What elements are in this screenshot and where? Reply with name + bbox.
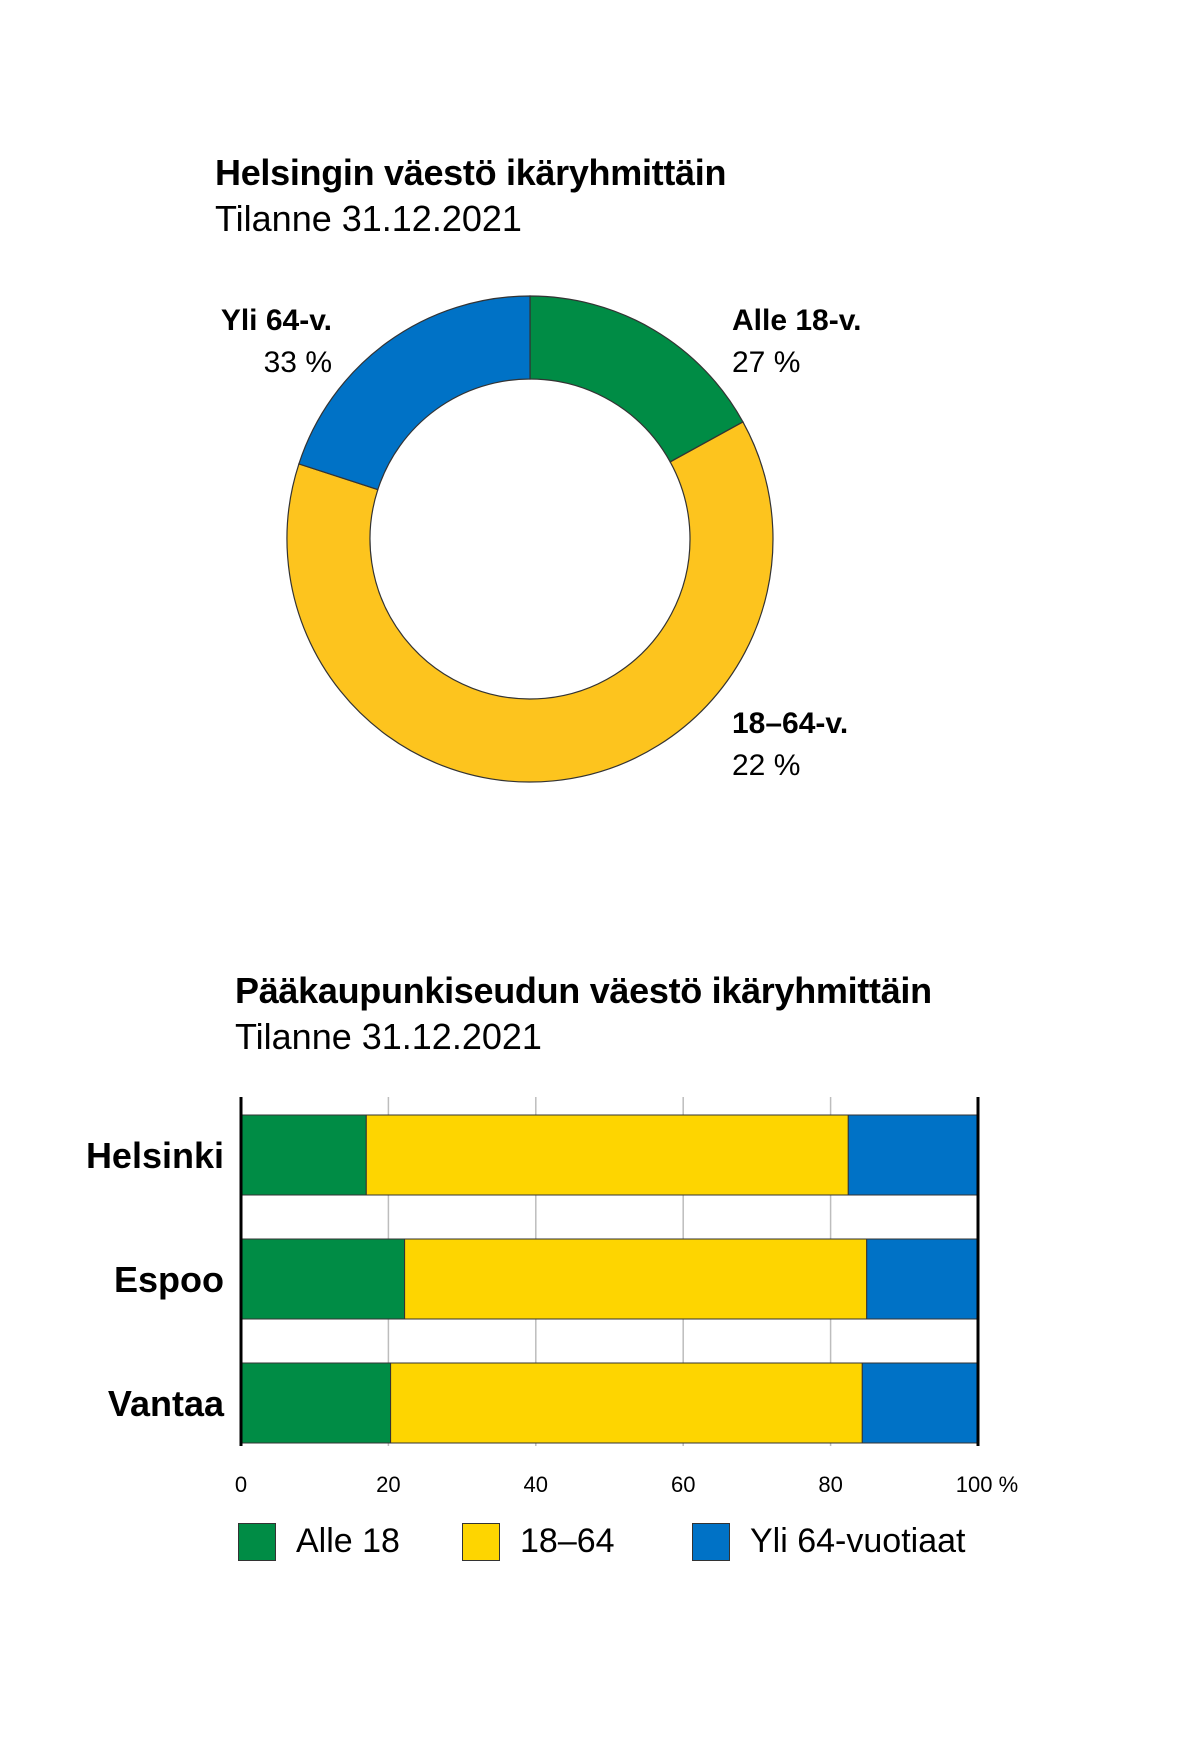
- x-tick-label: 60: [671, 1472, 695, 1497]
- bar-segment-helsinki-2: [847, 1114, 979, 1196]
- legend-swatch: [692, 1522, 730, 1561]
- bar-title: Pääkaupunkiseudun väestö ikäryhmittäin: [235, 970, 932, 1011]
- legend-swatch: [462, 1522, 500, 1561]
- x-tick-label: 20: [376, 1472, 400, 1497]
- bar-segment-espoo-0: [240, 1238, 406, 1320]
- legend-item-over-64: Yli 64-vuotiaat: [692, 1522, 965, 1561]
- slice-name: 18–64-v.: [732, 707, 849, 740]
- slice-label-18-64: 18–64-v. 22 %: [732, 703, 848, 787]
- donut-title: Helsingin väestö ikäryhmittäin: [215, 152, 727, 193]
- slice-label-over-64: Yli 64-v. 33 %: [221, 300, 332, 384]
- slice-percent: 22 %: [732, 749, 801, 782]
- bar-legend: Alle 18 18–64 Yli 64-vuotiaat: [238, 1522, 965, 1561]
- donut-subtitle: Tilanne 31.12.2021: [215, 198, 522, 239]
- bar-segment-vantaa-0: [240, 1362, 392, 1444]
- x-tick-label: 80: [818, 1472, 842, 1497]
- slice-percent: 27 %: [732, 346, 801, 379]
- bar-segment-helsinki-0: [240, 1114, 367, 1196]
- slice-18-64: [286, 421, 774, 783]
- legend-label: 18–64: [520, 1522, 615, 1560]
- legend-label: Alle 18: [296, 1522, 400, 1560]
- x-tick-label: 100 %: [956, 1472, 1018, 1497]
- bar-segment-espoo-1: [404, 1238, 868, 1320]
- x-tick-label: 0: [235, 1472, 247, 1497]
- legend-item-under-18: Alle 18: [238, 1522, 462, 1561]
- slice-name: Alle 18-v.: [732, 304, 862, 337]
- legend-swatch: [238, 1522, 276, 1561]
- bar-subtitle: Tilanne 31.12.2021: [235, 1016, 542, 1057]
- legend-label: Yli 64-vuotiaat: [750, 1522, 966, 1560]
- bar-segment-espoo-2: [866, 1238, 979, 1320]
- bar-segment-vantaa-2: [861, 1362, 979, 1444]
- slice-percent: 33 %: [263, 346, 332, 379]
- bar-segment-vantaa-1: [390, 1362, 863, 1444]
- legend-item-18-64: 18–64: [462, 1522, 692, 1561]
- category-label: Vantaa: [108, 1383, 225, 1424]
- category-label: Helsinki: [86, 1135, 224, 1176]
- bar-segment-helsinki-1: [365, 1114, 849, 1196]
- slice-over-64: [298, 295, 531, 491]
- x-tick-label: 40: [524, 1472, 548, 1497]
- category-label: Espoo: [114, 1259, 224, 1300]
- slice-name: Yli 64-v.: [220, 304, 332, 337]
- slice-label-under-18: Alle 18-v. 27 %: [732, 300, 862, 384]
